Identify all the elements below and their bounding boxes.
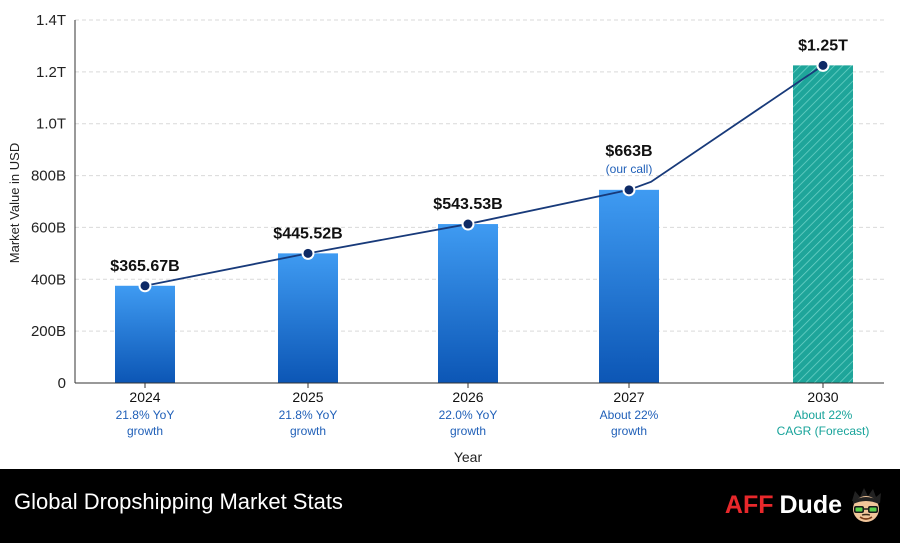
- mascot-face-icon: [852, 488, 881, 522]
- data-point-2026: [461, 217, 475, 231]
- y-tick-label: 600B: [31, 219, 66, 236]
- value-label: $365.67B: [110, 258, 179, 275]
- x-tick-label: 2024: [129, 389, 160, 405]
- footer-banner: Global Dropshipping Market Stats AFF Dud…: [0, 469, 900, 543]
- growth-label: growth: [290, 424, 326, 438]
- x-tick-label: 2027: [613, 389, 644, 405]
- y-tick-label: 400B: [31, 271, 66, 288]
- bar-2026: [438, 224, 498, 383]
- brand-aff-text: AFF: [724, 490, 774, 519]
- bar-2027: [599, 189, 659, 383]
- brand-dude-text: Dude: [779, 490, 843, 519]
- bar-2024: [115, 285, 175, 383]
- value-label: $1.25T: [798, 37, 848, 54]
- bar-2025: [278, 253, 338, 383]
- growth-label: About 22%: [600, 408, 659, 422]
- y-axis-label: Market Value in USD: [7, 143, 22, 263]
- growth-label: growth: [127, 424, 163, 438]
- brand-logo: AFF Dude: [725, 483, 886, 527]
- x-axis-label: Year: [454, 449, 483, 465]
- data-point-2030: [816, 58, 830, 72]
- growth-label: growth: [450, 424, 486, 438]
- value-note: (our call): [606, 162, 653, 176]
- value-label: $663B: [605, 143, 652, 160]
- growth-label: growth: [611, 424, 647, 438]
- data-point-2024: [138, 279, 152, 293]
- y-tick-label: 1.4T: [36, 12, 66, 29]
- y-tick-label: 1.0T: [36, 116, 66, 133]
- growth-label: 21.8% YoY: [116, 408, 175, 422]
- trend-line: [144, 64, 824, 287]
- bar-2030: [793, 65, 853, 383]
- x-tick-label: 2030: [807, 389, 838, 405]
- value-label: $543.53B: [433, 196, 502, 213]
- y-tick-label: 0: [58, 375, 66, 392]
- growth-label: 21.8% YoY: [279, 408, 338, 422]
- chart: 0 200B 400B 600B 800B 1.0T 1.2T 1.4T 2024 2025 202…: [7, 12, 884, 465]
- x-tick-label: 2026: [452, 389, 483, 405]
- y-tick-label: 800B: [31, 168, 66, 185]
- value-label: $445.52B: [273, 225, 342, 242]
- data-point-2025: [301, 246, 315, 260]
- growth-label: CAGR (Forecast): [777, 424, 870, 438]
- x-tick-label: 2025: [292, 389, 323, 405]
- growth-label: 22.0% YoY: [439, 408, 498, 422]
- y-tick-label: 1.2T: [36, 64, 66, 81]
- data-point-2027: [622, 183, 636, 197]
- growth-label: About 22%: [794, 408, 853, 422]
- footer-title: Global Dropshipping Market Stats: [14, 489, 343, 514]
- y-tick-label: 200B: [31, 323, 66, 340]
